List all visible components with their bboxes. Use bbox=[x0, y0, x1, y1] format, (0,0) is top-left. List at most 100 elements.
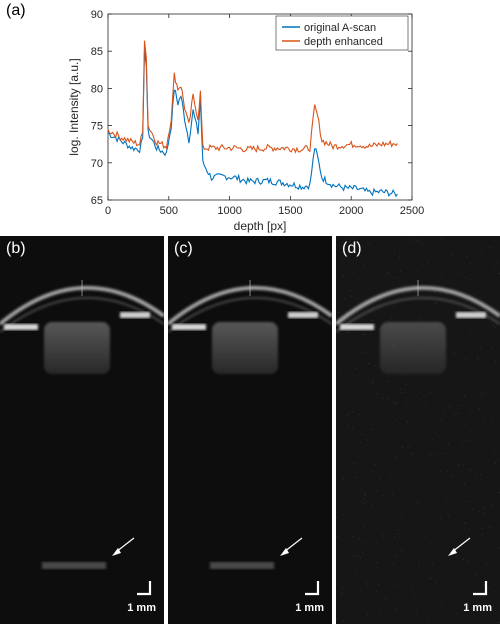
speckle bbox=[481, 534, 483, 535]
speckle bbox=[498, 547, 500, 549]
oct-image-c bbox=[168, 280, 332, 596]
speckle bbox=[376, 562, 378, 564]
speckle bbox=[466, 439, 468, 441]
speckle bbox=[353, 552, 355, 554]
speckle bbox=[372, 604, 373, 605]
speckle bbox=[460, 273, 462, 275]
speckle bbox=[445, 598, 447, 600]
iris-right bbox=[288, 312, 318, 318]
speckle bbox=[357, 594, 359, 596]
speckle bbox=[422, 509, 424, 511]
speckle bbox=[357, 524, 359, 526]
arrow-head bbox=[280, 548, 289, 556]
speckle bbox=[370, 334, 372, 336]
speckle bbox=[479, 597, 481, 599]
speckle bbox=[478, 399, 480, 401]
speckle bbox=[413, 451, 415, 453]
speckle bbox=[395, 277, 396, 279]
speckle bbox=[355, 368, 357, 370]
speckle bbox=[371, 505, 373, 507]
speckle bbox=[471, 508, 473, 510]
speckle bbox=[489, 620, 490, 622]
speckle bbox=[338, 312, 340, 313]
speckle bbox=[367, 611, 369, 613]
speckle bbox=[495, 450, 497, 452]
speckle bbox=[386, 397, 388, 399]
speckle bbox=[493, 454, 495, 456]
speckle bbox=[445, 381, 447, 383]
speckle bbox=[421, 575, 423, 577]
speckle bbox=[404, 561, 406, 563]
speckle bbox=[400, 515, 402, 517]
speckle bbox=[394, 554, 396, 556]
y-tick-label: 80 bbox=[91, 83, 103, 95]
arrow-head bbox=[112, 548, 121, 556]
speckle bbox=[498, 272, 500, 274]
speckle bbox=[349, 378, 351, 380]
speckle bbox=[455, 556, 457, 558]
speckle bbox=[479, 408, 480, 410]
speckle bbox=[492, 346, 493, 348]
speckle bbox=[433, 514, 435, 516]
speckle bbox=[489, 256, 491, 258]
iris-left bbox=[340, 324, 374, 330]
speckle bbox=[458, 420, 460, 421]
speckle bbox=[397, 533, 399, 535]
iris-left bbox=[172, 324, 206, 330]
panel-c-label: (c) bbox=[174, 240, 193, 257]
speckle bbox=[434, 246, 436, 248]
speckle bbox=[468, 607, 470, 608]
y-tick-label: 65 bbox=[91, 195, 103, 207]
speckle bbox=[398, 585, 400, 587]
speckle bbox=[382, 495, 383, 497]
speckle bbox=[399, 422, 401, 423]
speckle bbox=[433, 290, 434, 292]
speckle bbox=[489, 587, 491, 589]
speckle bbox=[424, 299, 426, 301]
speckle bbox=[484, 394, 486, 396]
speckle bbox=[486, 309, 488, 311]
speckle bbox=[405, 384, 406, 386]
speckle bbox=[490, 377, 492, 379]
speckle bbox=[497, 459, 499, 461]
speckle bbox=[465, 522, 467, 524]
speckle bbox=[341, 261, 343, 263]
speckle bbox=[409, 392, 411, 394]
speckle bbox=[394, 252, 395, 254]
arrow-indicator bbox=[283, 537, 303, 553]
speckle bbox=[462, 447, 464, 449]
speckle bbox=[338, 428, 340, 430]
speckle bbox=[404, 375, 406, 377]
intensity-chart: 0 500 1000 1500 2000 2500 65 70 75 80 85 90 depth [p… bbox=[67, 9, 424, 233]
speckle bbox=[457, 465, 459, 467]
speckle bbox=[492, 590, 494, 592]
lens bbox=[380, 322, 446, 374]
speckle bbox=[459, 424, 461, 426]
speckle bbox=[491, 418, 492, 420]
speckle bbox=[342, 478, 344, 479]
speckle bbox=[362, 244, 363, 246]
speckle bbox=[475, 473, 477, 474]
speckle bbox=[457, 478, 459, 480]
speckle bbox=[364, 493, 365, 495]
speckle bbox=[341, 592, 343, 594]
speckle bbox=[384, 598, 386, 600]
speckle bbox=[483, 417, 484, 419]
x-tick-label: 1000 bbox=[217, 205, 241, 217]
speckle bbox=[336, 516, 337, 518]
speckle bbox=[472, 565, 474, 567]
speckle bbox=[451, 474, 453, 476]
speckle bbox=[351, 272, 353, 273]
speckle bbox=[482, 470, 484, 471]
speckle bbox=[394, 402, 396, 404]
speckle bbox=[399, 256, 400, 258]
speckle bbox=[415, 395, 417, 397]
speckle bbox=[394, 536, 396, 538]
speckle bbox=[367, 323, 369, 324]
speckle bbox=[339, 371, 341, 373]
speckle bbox=[357, 555, 359, 557]
speckle bbox=[474, 500, 476, 502]
speckle bbox=[360, 590, 361, 592]
speckle bbox=[427, 262, 429, 264]
speckle bbox=[440, 419, 442, 421]
